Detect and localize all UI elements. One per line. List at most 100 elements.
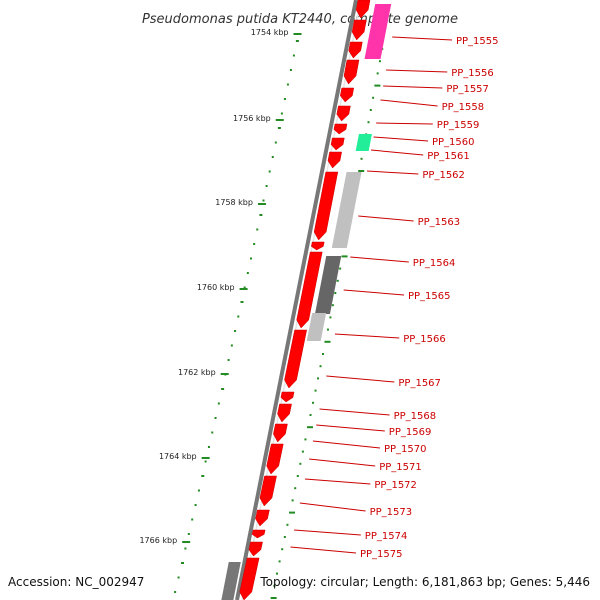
gene-arrow — [333, 123, 348, 135]
gene-label: PP_1569 — [389, 427, 432, 438]
coord-tick — [319, 365, 322, 368]
gc-dot — [207, 446, 210, 448]
gene-arrow — [330, 137, 345, 151]
gc-dot — [256, 228, 259, 231]
coord-tick — [281, 548, 284, 551]
gene-label: PP_1560 — [432, 137, 475, 148]
coord-tick — [326, 328, 329, 331]
coord-tick — [331, 304, 334, 307]
coord-tick — [317, 377, 320, 380]
gc-dot — [280, 112, 283, 115]
coord-tick — [286, 523, 289, 526]
gene-label: PP_1565 — [408, 291, 451, 302]
gene-arrow — [355, 0, 371, 19]
coord-tick — [339, 267, 342, 270]
gc-dot — [197, 489, 200, 492]
gc-dot — [246, 272, 249, 274]
gene-arrow — [251, 529, 266, 539]
gc-dot — [187, 533, 190, 535]
gene-leader-line — [373, 136, 429, 142]
coord-tick — [273, 584, 276, 587]
gene-leader-line — [370, 149, 424, 156]
gene-label: PP_1556 — [451, 68, 494, 79]
kbp-label: 1756 kbp — [233, 114, 271, 123]
gene-label: PP_1562 — [422, 170, 465, 181]
gene-leader-line — [334, 333, 400, 339]
coord-tick — [291, 499, 294, 502]
coord-tick — [341, 255, 348, 258]
kbp-tick — [182, 541, 191, 543]
gene-label: PP_1573 — [370, 507, 413, 518]
gc-content-track — [174, 40, 299, 593]
gene-label: PP_1564 — [413, 258, 456, 269]
gc-dot — [274, 141, 277, 144]
gene-leader-line — [312, 440, 381, 449]
gc-dot — [177, 576, 180, 579]
gc-dot — [184, 547, 187, 550]
gc-dot — [174, 591, 177, 593]
feature-gray-2 — [306, 313, 327, 341]
gene-labels: PP_1555 PP_1556 PP_1557 PP_1558 PP_1559 PP_15… — [290, 36, 499, 560]
coord-tick — [309, 414, 312, 416]
kbp-axis: 1754 kbp 1756 kbp 1758 kbp 1760 kbp 1762 kbp… — [139, 28, 302, 545]
gc-dot — [259, 214, 263, 216]
gene-leader-line — [366, 170, 419, 175]
coord-tick — [275, 572, 278, 575]
kbp-tick — [220, 373, 229, 375]
gene-leader-line — [299, 502, 366, 512]
kbp-label: 1758 kbp — [215, 198, 253, 207]
coord-tick — [336, 279, 339, 282]
gene-leader-line — [319, 408, 390, 416]
gc-dot — [283, 98, 286, 100]
gene-leader-line — [304, 478, 371, 485]
gene-arrow — [266, 443, 284, 475]
gene-arrow — [340, 87, 355, 103]
gc-dot — [201, 475, 205, 477]
kbp-tick — [293, 33, 302, 35]
coord-tick — [301, 450, 304, 453]
gc-dot — [262, 199, 265, 202]
kbp-label: 1760 kbp — [197, 283, 235, 292]
gene-arrow — [277, 403, 292, 423]
coord-tick — [296, 475, 299, 477]
coord-tick — [289, 511, 296, 514]
gene-arrow — [239, 557, 260, 600]
feature-pink — [364, 4, 392, 59]
gene-leader-line — [326, 375, 395, 383]
coord-tick — [299, 462, 302, 465]
coord-tick — [358, 170, 365, 172]
coord-tick — [334, 292, 337, 294]
gene-arrow — [273, 423, 288, 443]
kbp-label: 1766 kbp — [139, 536, 177, 545]
kbp-label: 1754 kbp — [251, 28, 289, 37]
coord-tick — [378, 60, 381, 63]
gene-label: PP_1566 — [403, 334, 446, 345]
gene-label: PP_1555 — [456, 36, 499, 47]
gene-leader-line — [383, 85, 443, 89]
gene-arrow — [259, 475, 277, 507]
coord-tick — [324, 340, 331, 343]
gc-dot — [181, 562, 185, 564]
gene-arrow — [284, 329, 307, 389]
coord-tick — [304, 438, 307, 441]
gene-arrow — [248, 541, 263, 557]
gene-label: PP_1568 — [394, 411, 437, 422]
gene-label: PP_1558 — [442, 102, 485, 113]
coord-tick — [360, 157, 363, 160]
gc-dot — [217, 402, 220, 405]
gene-arrow — [296, 251, 323, 329]
gene-arrow — [343, 59, 360, 85]
coord-tick — [374, 84, 381, 87]
coordinate-tick-track — [270, 48, 384, 599]
gene-arrow — [336, 105, 351, 122]
coord-tick — [314, 389, 317, 392]
gc-dot — [292, 54, 295, 57]
coord-tick — [322, 353, 325, 355]
gene-label: PP_1571 — [379, 462, 422, 473]
kbp-tick — [257, 203, 266, 205]
gc-dot — [253, 243, 256, 245]
gc-dot — [230, 344, 233, 347]
gc-dot — [268, 170, 271, 173]
gc-dot — [249, 257, 252, 260]
